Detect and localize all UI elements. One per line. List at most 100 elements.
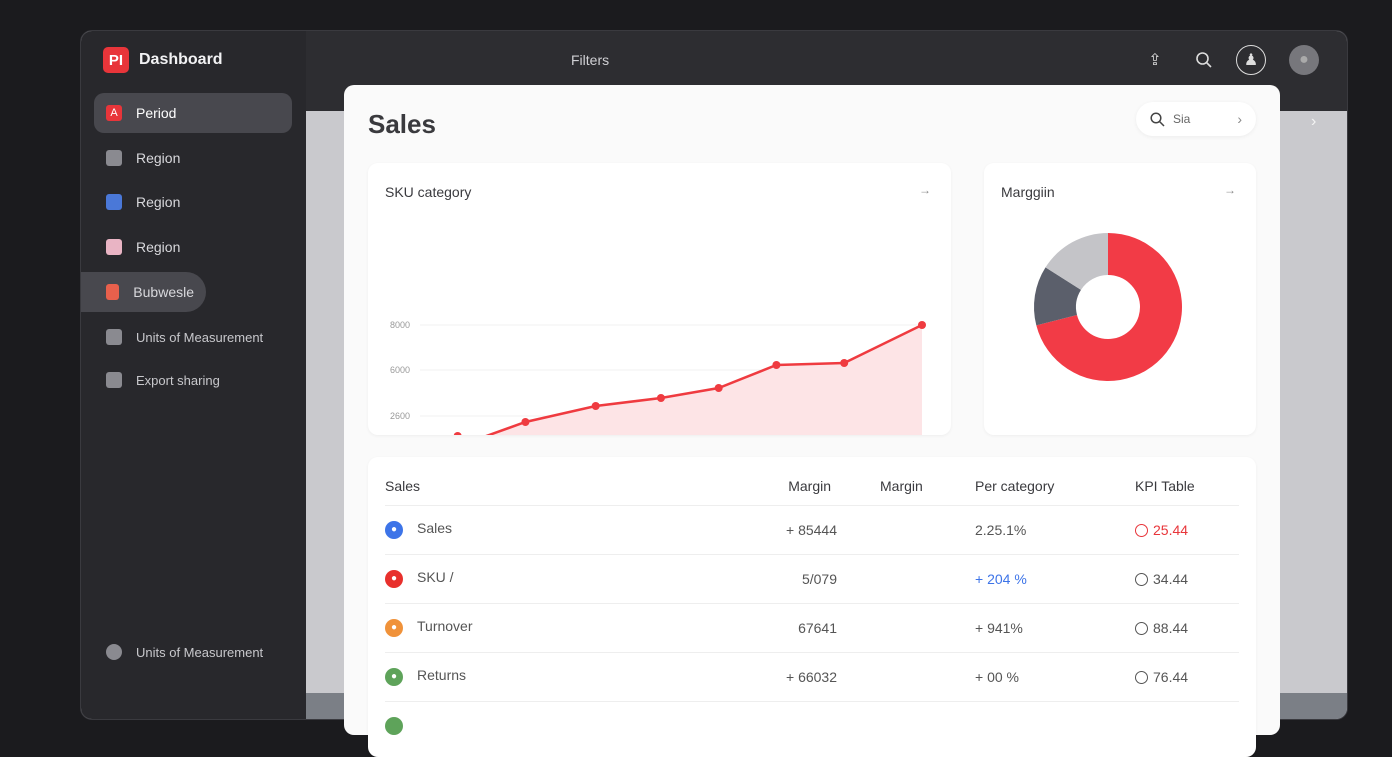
per-category-cell: + 00 % xyxy=(975,651,1135,701)
nav-icon xyxy=(106,194,122,210)
sidebar-item-region[interactable]: Region xyxy=(94,138,192,178)
sidebar-item-units-of-measurement[interactable]: Units of Measurement xyxy=(94,317,275,357)
margin-cell: 5/079 xyxy=(715,553,845,603)
data-point xyxy=(714,384,723,392)
kpi-cell: 25.44 xyxy=(1153,521,1189,538)
kpi-table: Sales Margin Margin Per category KPI Tab… xyxy=(385,467,1239,750)
sales-card: Sales Sia › SKU category → 8000600026000… xyxy=(344,85,1280,757)
panel-title: Marggiin xyxy=(1001,184,1055,200)
arrow-right-icon[interactable]: → xyxy=(1224,183,1236,197)
nav-icon: A xyxy=(106,105,122,121)
nav-icon xyxy=(106,239,122,255)
sidebar-item-bubwesle[interactable]: Bubwesle xyxy=(81,272,206,312)
kpi-cell: 88.44 xyxy=(1153,619,1189,636)
donut-slice xyxy=(1034,267,1081,326)
table-row[interactable]: ● Sales + 85444 2.25.1% 25.44 xyxy=(385,504,1239,554)
per-category-cell: 2.25.1% xyxy=(975,504,1135,554)
data-point xyxy=(453,432,462,435)
donut-slice xyxy=(1045,233,1108,290)
sidebar-item-period[interactable]: A Period xyxy=(94,93,292,133)
row-name: Sales xyxy=(417,520,453,537)
gear-icon xyxy=(106,644,122,660)
row-icon: ● xyxy=(385,667,403,686)
y-tick-label: 2600 xyxy=(390,411,410,421)
kpi-icon xyxy=(1135,621,1148,635)
sku-category-panel: SKU category → 800060002600000DebyCet 13… xyxy=(368,163,951,435)
table-row[interactable]: ● Turnover 67641 + 941% 88.44 xyxy=(385,602,1239,652)
panel-title: SKU category xyxy=(385,184,472,200)
row-icon: ● xyxy=(385,618,403,637)
table-row[interactable]: ● Returns + 66032 + 00 % 76.44 xyxy=(385,651,1239,701)
col-header: Per category xyxy=(975,477,1055,494)
sidebar-item-label: Region xyxy=(136,194,181,210)
row-name: SKU / xyxy=(417,569,454,586)
data-point xyxy=(656,394,665,402)
margin-cell: 67641 xyxy=(715,602,845,652)
series-line xyxy=(456,323,923,435)
col-header: Margin xyxy=(788,477,831,494)
data-point xyxy=(772,361,781,369)
search-value: Sia xyxy=(1173,112,1191,126)
kpi-icon xyxy=(1135,670,1148,684)
search-icon xyxy=(1150,111,1165,127)
sidebar-item-region[interactable]: Region xyxy=(94,227,192,267)
donut-slice xyxy=(1036,233,1182,381)
col-header: KPI Table xyxy=(1135,477,1195,494)
line-chart: 800060002600000DebyCet 13Pod 0Cal 13Tel … xyxy=(390,320,926,435)
sidebar-item-export-sharing[interactable]: Export sharing xyxy=(94,360,232,400)
filters-label[interactable]: Filters xyxy=(571,52,610,68)
sidebar-footer-label: Units of Measurement xyxy=(136,644,264,660)
row-icon xyxy=(385,716,403,735)
app-title: Dashboard xyxy=(139,51,223,68)
chevron-right-icon[interactable]: › xyxy=(1311,113,1317,130)
upload-icon[interactable]: ⇪ xyxy=(1148,52,1162,69)
search-icon[interactable] xyxy=(1189,45,1219,75)
kpi-table-panel: Sales Margin Margin Per category KPI Tab… xyxy=(368,457,1256,757)
avatar[interactable]: ● xyxy=(1289,45,1319,75)
data-point xyxy=(521,418,530,426)
kpi-icon xyxy=(1135,572,1148,586)
data-point xyxy=(591,402,600,410)
row-icon: ● xyxy=(385,520,403,539)
data-point xyxy=(918,321,926,329)
row-icon: ● xyxy=(385,569,403,588)
margin-panel: Marggiin → xyxy=(984,163,1256,435)
sidebar-item-label: Bubwesle xyxy=(133,284,194,300)
kpi-cell: 76.44 xyxy=(1153,668,1189,685)
sidebar-item-label: Region xyxy=(136,150,181,166)
row-name: Turnover xyxy=(417,618,473,635)
y-tick-label: 6000 xyxy=(390,365,410,375)
col-header: Sales xyxy=(385,477,421,494)
sidebar: PI Dashboard A Period Region Region Region Bu… xyxy=(81,31,306,719)
nav-icon xyxy=(106,284,120,300)
arrow-right-icon[interactable]: → xyxy=(919,183,931,197)
table-row[interactable]: ● SKU / 5/079 + 204 % 34.44 xyxy=(385,553,1239,603)
col-header: Margin xyxy=(880,477,923,494)
sidebar-item-label: Units of Measurement xyxy=(136,329,264,345)
table-row[interactable] xyxy=(385,700,1239,750)
margin-cell: + 85444 xyxy=(715,504,845,554)
logo: PI Dashboard xyxy=(103,47,223,73)
logo-icon: PI xyxy=(103,47,129,73)
nav-icon xyxy=(106,150,122,166)
nav-icon xyxy=(106,372,122,388)
per-category-cell: + 204 % xyxy=(975,553,1135,603)
search-input[interactable]: Sia › xyxy=(1136,102,1256,136)
sidebar-item-region[interactable]: Region xyxy=(94,182,192,222)
data-point xyxy=(840,359,849,367)
sidebar-footer-units[interactable]: Units of Measurement xyxy=(94,632,275,672)
page-title: Sales xyxy=(368,109,436,139)
kpi-icon xyxy=(1135,523,1148,537)
chevron-right-icon[interactable]: › xyxy=(1237,111,1242,127)
donut-chart xyxy=(1034,233,1182,381)
sidebar-item-label: Period xyxy=(136,105,177,121)
row-name: Returns xyxy=(417,667,467,684)
user-profile-icon[interactable]: ♟ xyxy=(1236,45,1266,75)
margin-cell: + 66032 xyxy=(715,651,845,701)
sidebar-item-label: Region xyxy=(136,239,181,255)
sidebar-item-label: Export sharing xyxy=(136,372,220,388)
per-category-cell: + 941% xyxy=(975,602,1135,652)
nav-icon xyxy=(106,329,122,345)
kpi-cell: 34.44 xyxy=(1153,570,1189,587)
area-fill xyxy=(489,325,922,435)
